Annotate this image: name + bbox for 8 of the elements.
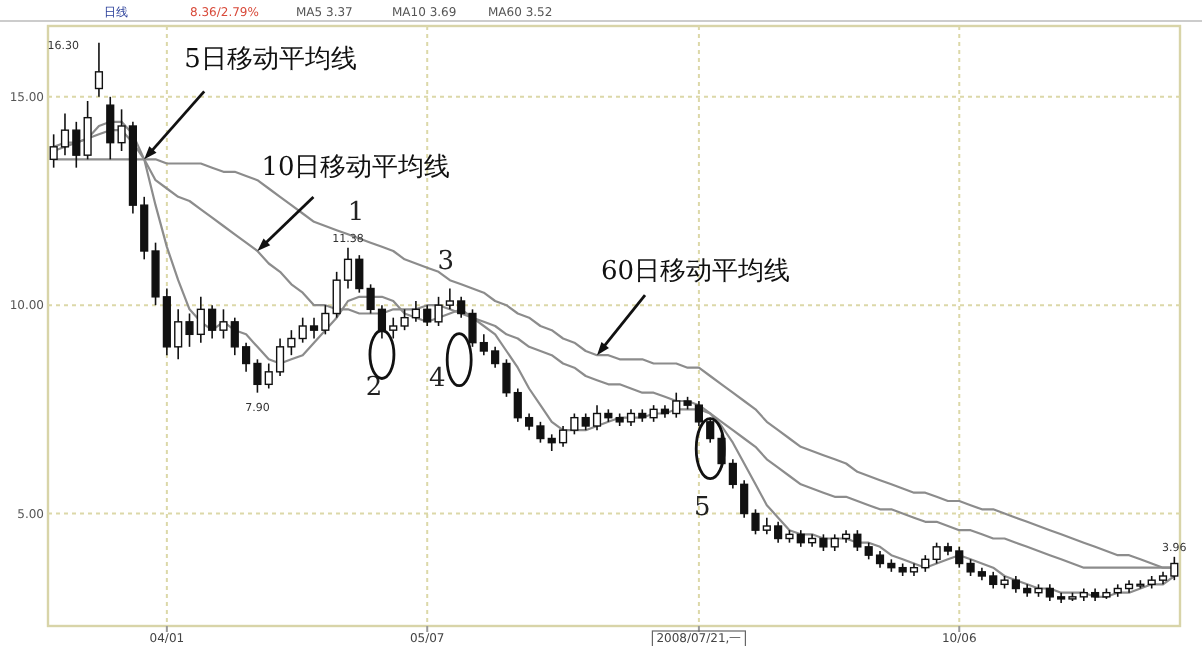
annotation: 2 xyxy=(365,372,383,403)
annotation: 60日移动平均线 xyxy=(601,257,791,288)
annotation: 1 xyxy=(347,197,365,228)
annotation: 5 xyxy=(693,492,711,523)
annotation: 5日移动平均线 xyxy=(184,45,357,76)
annotation: 3 xyxy=(437,246,455,277)
annotation: 10日移动平均线 xyxy=(261,153,451,183)
annotation: 4 xyxy=(428,363,446,394)
